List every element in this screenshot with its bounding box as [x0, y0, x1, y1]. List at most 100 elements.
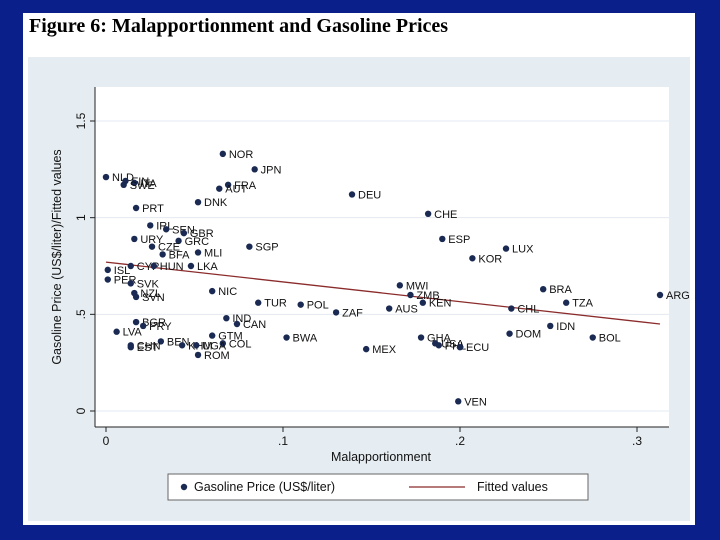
point-label: MLI — [204, 247, 222, 259]
point-marker — [127, 344, 134, 351]
point-label: CHE — [434, 209, 457, 221]
y-axis-label: Gasoline Price (US$/liter)/Fitted values — [50, 149, 64, 364]
gridlines — [95, 120, 669, 412]
point-label: KOR — [478, 253, 502, 265]
point-marker — [419, 299, 427, 306]
figure-title: Figure 6: Malapportionment and Gasoline … — [29, 15, 449, 37]
point-marker — [456, 344, 464, 351]
data-point-aut: AUT — [216, 184, 248, 196]
point-label: AUT — [225, 184, 247, 196]
point-label: UGA — [202, 340, 227, 352]
point-marker — [216, 185, 223, 192]
x-axis-label: Malapportionment — [331, 450, 432, 464]
data-point-ita: ITA — [131, 178, 157, 190]
legend-entry-gasoline-price: Gasoline Price (US$/liter) — [194, 480, 335, 494]
point-marker — [223, 315, 230, 322]
point-marker — [132, 293, 140, 301]
legend-entry-fitted-values: Fitted values — [477, 480, 548, 494]
fitted-line — [105, 261, 661, 325]
point-label: HUN — [160, 261, 184, 273]
point-label: IDN — [556, 321, 575, 333]
point-marker — [224, 181, 232, 188]
point-marker — [132, 204, 140, 212]
point-label: MEX — [372, 344, 397, 356]
point-marker — [148, 243, 156, 250]
point-marker — [178, 342, 186, 349]
data-point-mli: MLI — [194, 247, 222, 259]
point-label: NZL — [140, 288, 161, 300]
data-point-lva: LVA — [113, 327, 142, 339]
axis-ticks: 0 .5 1 1.5 0 .1 .2 .3 — [74, 112, 642, 448]
data-point-esp: ESP — [439, 234, 470, 246]
data-point-grc: GRC — [175, 236, 209, 248]
point-marker — [194, 199, 202, 206]
point-label: SVN — [142, 292, 165, 304]
point-label: DEU — [358, 189, 381, 201]
data-point-hun: HUN — [150, 261, 184, 273]
point-marker — [656, 291, 664, 299]
point-marker — [132, 318, 140, 326]
point-marker — [469, 255, 476, 262]
y-tick-label: 0 — [74, 407, 88, 414]
point-marker — [547, 322, 554, 330]
point-marker — [131, 235, 138, 243]
legend-box — [167, 473, 589, 501]
point-marker — [127, 262, 134, 270]
point-label: KEN — [429, 298, 452, 310]
data-point-svk: SVK — [127, 278, 159, 290]
point-label: GRC — [185, 236, 210, 248]
data-point-che: CHE — [424, 209, 457, 221]
data-point-gbr: GBR — [180, 228, 214, 240]
point-label: ECU — [466, 342, 489, 354]
point-marker — [233, 320, 241, 328]
data-point-kor: KOR — [469, 253, 502, 265]
point-marker — [506, 330, 513, 337]
point-marker — [255, 299, 262, 306]
data-point-bra: BRA — [539, 284, 572, 296]
point-label: BEN — [167, 336, 190, 348]
point-marker — [194, 249, 202, 256]
point-marker — [104, 266, 111, 274]
point-label: BGR — [142, 317, 166, 329]
point-marker — [187, 262, 195, 270]
point-label: MWI — [406, 280, 429, 292]
data-point-ecu: ECU — [456, 342, 489, 354]
point-marker — [386, 305, 393, 312]
data-point-deu: DEU — [348, 189, 381, 201]
point-label: PRT — [142, 203, 164, 215]
axes — [94, 87, 669, 428]
point-marker — [113, 328, 120, 335]
point-marker — [589, 334, 596, 341]
data-point-pry: PRY — [139, 321, 172, 333]
slide: Figure 6: Malapportionment and Gasoline … — [23, 13, 695, 525]
point-label: CHN — [137, 340, 161, 352]
point-label: CHL — [517, 304, 539, 316]
plot-area — [95, 87, 669, 427]
point-marker — [455, 398, 462, 405]
point-marker — [194, 351, 202, 359]
data-point-mex: MEX — [362, 344, 397, 356]
point-label: GTM — [218, 331, 242, 343]
data-point-mwi: MWI — [396, 280, 429, 292]
point-label: ITA — [140, 178, 157, 190]
point-marker — [508, 305, 515, 312]
data-point-lux: LUX — [502, 244, 534, 256]
point-label: ZAF — [342, 307, 363, 319]
point-label: BFA — [169, 249, 190, 261]
point-marker — [539, 286, 547, 293]
point-label: ISL — [114, 265, 131, 277]
point-marker — [162, 226, 170, 233]
point-marker — [180, 229, 188, 237]
data-point-dnk: DNK — [194, 197, 228, 209]
x-tick-label: .2 — [455, 434, 465, 448]
point-label: POL — [307, 300, 329, 312]
point-label: ZMB — [416, 290, 439, 302]
point-marker — [246, 243, 253, 250]
data-point-bfa: BFA — [159, 249, 190, 261]
point-label: LUX — [512, 244, 534, 256]
point-label: ROM — [204, 350, 230, 362]
data-point-ven: VEN — [455, 396, 487, 408]
legend-marker-icon — [180, 483, 188, 491]
point-label: GBR — [190, 228, 214, 240]
